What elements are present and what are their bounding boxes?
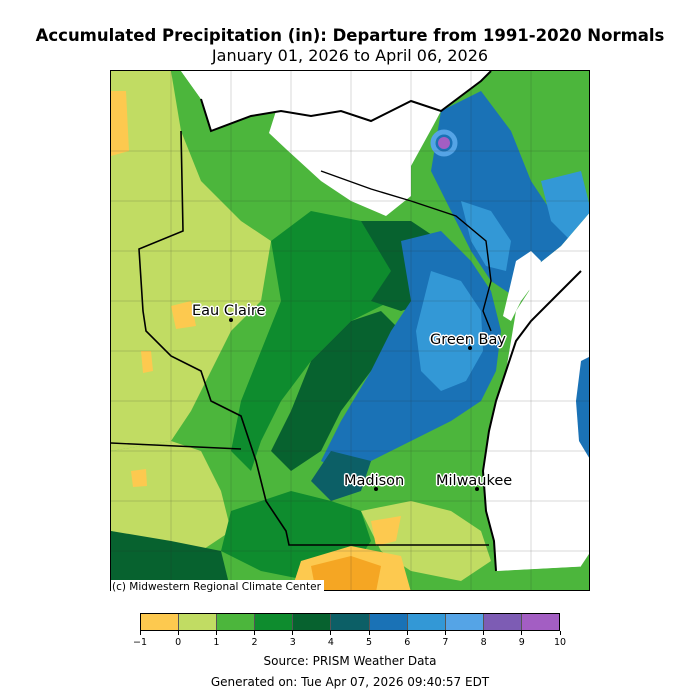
county-lines <box>111 71 589 590</box>
colorbar-segment <box>331 614 370 630</box>
colorbar-tick-label: 8 <box>480 637 487 648</box>
precipitation-map <box>110 70 590 591</box>
city-dot-madison <box>374 487 378 491</box>
data-source: Source: PRISM Weather Data <box>263 654 437 668</box>
colorbar-tick-label: 5 <box>366 637 373 648</box>
colorbar-segment <box>141 614 180 630</box>
colorbar-segment <box>293 614 332 630</box>
city-dot-green-bay <box>468 346 472 350</box>
copyright-note: (c) Midwestern Regional Climate Center <box>111 580 324 594</box>
city-label-eau-claire: Eau Claire <box>192 303 266 319</box>
colorbar-tick <box>254 631 256 635</box>
generated-timestamp: Generated on: Tue Apr 07, 2026 09:40:57 … <box>210 675 490 689</box>
colorbar-tick <box>330 631 332 635</box>
map-canvas <box>111 71 589 590</box>
colorbar-segment <box>445 614 484 630</box>
colorbar-tick <box>559 631 561 635</box>
state-border <box>138 130 489 546</box>
colorbar-tick-label: 10 <box>553 637 567 648</box>
colorbar-segment <box>179 614 218 630</box>
colorbar-tick-label: 6 <box>404 637 411 648</box>
colorbar-tick <box>368 631 370 635</box>
city-label-madison: Madison <box>344 473 405 489</box>
colorbar-tick-label: 1 <box>213 637 220 648</box>
colorbar-tick-label: 3 <box>289 637 296 648</box>
colorbar-tick-label: −1 <box>132 637 148 648</box>
colorbar <box>140 613 560 631</box>
colorbar-tick <box>444 631 446 635</box>
colorbar-segment <box>217 614 256 630</box>
colorbar-tick <box>521 631 523 635</box>
colorbar-segment <box>255 614 294 630</box>
colorbar-tick-label: 9 <box>518 637 525 648</box>
colorbar-segment <box>521 614 560 630</box>
colorbar-ticks: −1 0 1 2 3 4 5 6 7 8 9 10 <box>133 631 566 651</box>
colorbar-tick-label: 2 <box>251 637 258 648</box>
colorbar-tick <box>177 631 179 635</box>
city-dot-milwaukee <box>475 487 479 491</box>
colorbar-tick <box>483 631 485 635</box>
map-subtitle: January 01, 2026 to April 06, 2026 <box>211 46 489 65</box>
colorbar-segment <box>369 614 408 630</box>
colorbar-tick <box>215 631 217 635</box>
colorbar-tick-label: 4 <box>327 637 334 648</box>
colorbar-tick <box>292 631 294 635</box>
colorbar-tick <box>406 631 408 635</box>
colorbar-segment <box>483 614 522 630</box>
colorbar-tick <box>139 631 141 635</box>
map-title: Accumulated Precipitation (in): Departur… <box>35 26 665 45</box>
colorbar-segment <box>407 614 446 630</box>
colorbar-tick-label: 0 <box>175 637 182 648</box>
city-dot-eau-claire <box>229 318 233 322</box>
colorbar-tick-label: 7 <box>442 637 449 648</box>
city-label-milwaukee: Milwaukee <box>436 473 513 489</box>
city-label-green-bay: Green Bay <box>430 332 506 348</box>
